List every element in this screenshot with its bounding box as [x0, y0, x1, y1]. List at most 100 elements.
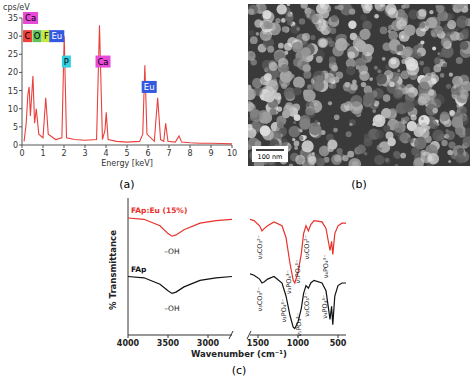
- y-tick: [19, 108, 22, 109]
- sem-grain: [432, 32, 436, 36]
- sem-grain: [313, 122, 318, 127]
- y-tick: [19, 90, 22, 91]
- sem-grain: [369, 77, 373, 81]
- sem-grain: [254, 87, 263, 96]
- sem-grain: [293, 77, 305, 89]
- sem-grain: [357, 145, 366, 154]
- x-tick: [106, 145, 107, 148]
- sem-grain: [275, 18, 280, 23]
- y-tick: [19, 36, 22, 37]
- sem-grain: [445, 129, 448, 132]
- sem-grain: [248, 5, 258, 15]
- band-label: ν₄PO₄³⁻: [322, 254, 330, 278]
- sem-grain: [299, 119, 310, 130]
- sem-grain: [248, 101, 254, 111]
- sem-grain: [432, 130, 444, 142]
- sem-grain: [385, 4, 396, 15]
- sem-grain: [380, 4, 385, 7]
- sem-grain: [449, 14, 455, 20]
- sem-grain: [264, 73, 272, 81]
- sem-image: [248, 4, 470, 166]
- ftir-panel: 400035003000FAp:Eu (15%)FAp–OH–OH% Trans…: [108, 198, 347, 377]
- sem-grain: [250, 36, 258, 44]
- element-label-box: [23, 30, 32, 42]
- sem-grain: [361, 82, 366, 87]
- axis-break: [229, 331, 233, 339]
- x-tick-label: 9: [208, 149, 213, 158]
- sem-grain: [418, 96, 427, 105]
- y-tick-label: 5: [13, 123, 18, 132]
- sem-grain: [279, 76, 290, 87]
- sem-grain: [310, 35, 315, 40]
- sem-grain: [457, 148, 464, 155]
- sem-grain: [360, 14, 367, 21]
- x-tick: [232, 145, 233, 148]
- sem-grain: [421, 152, 433, 164]
- x-tick-label: 3000: [197, 339, 220, 348]
- sem-grain: [381, 108, 391, 118]
- sem-grain: [407, 137, 413, 143]
- y-tick-label: 35: [8, 14, 18, 23]
- x-tick: [258, 335, 259, 338]
- sem-grain: [352, 80, 357, 85]
- sem-grain: [400, 21, 403, 24]
- sem-grain: [327, 140, 337, 150]
- band-label: ν₄PO₄³⁻: [321, 295, 329, 319]
- sem-grain: [313, 80, 324, 91]
- sem-grain: [337, 148, 343, 154]
- sem-grain: [440, 73, 445, 78]
- sem-grain: [346, 131, 352, 137]
- x-tick-label: 3: [82, 149, 87, 158]
- y-tick: [19, 126, 22, 127]
- sem-grain: [320, 4, 324, 8]
- band-label: ν₂CO₃²⁻: [303, 292, 311, 317]
- sem-grain: [413, 100, 419, 106]
- sem-grain: [289, 164, 294, 166]
- x-tick-label: 0: [19, 149, 24, 158]
- sem-grain: [248, 85, 252, 90]
- sem-grain: [389, 82, 395, 88]
- sem-grain: [380, 26, 388, 34]
- plot-area: [128, 218, 232, 293]
- x-tick: [64, 145, 65, 148]
- element-label: Eu: [144, 82, 155, 92]
- band-label: ν₂CO₃²⁻: [303, 235, 311, 260]
- spectrum-line: [128, 277, 232, 294]
- panel-label: (b): [351, 178, 367, 191]
- plot-area: [24, 25, 232, 144]
- sem-grain: [359, 29, 370, 40]
- sem-grain: [310, 15, 318, 23]
- sem-grain: [346, 43, 349, 46]
- y-tick-label: 0: [13, 141, 18, 150]
- sem-grain: [292, 138, 295, 141]
- x-tick-label: 1000: [287, 339, 310, 348]
- sem-grain: [434, 94, 445, 105]
- sem-grain: [415, 52, 422, 59]
- sem-grain: [432, 47, 436, 51]
- sem-grain: [320, 9, 329, 18]
- element-label-box: [23, 12, 38, 24]
- sem-grain: [449, 110, 455, 116]
- sem-grain: [375, 4, 386, 12]
- sem-grain: [282, 110, 290, 118]
- sem-grain: [288, 145, 292, 149]
- sem-grain: [379, 145, 382, 148]
- sem-grain: [448, 160, 451, 163]
- sem-grain: [278, 96, 282, 100]
- sem-grain: [315, 24, 319, 28]
- sem-grain: [411, 114, 417, 120]
- sem-grain: [401, 5, 405, 9]
- sem-grain: [349, 158, 362, 166]
- x-tick-label: 6: [145, 149, 150, 158]
- sem-grain: [324, 73, 334, 83]
- sem-grain: [460, 41, 469, 50]
- element-label-box: [33, 30, 42, 42]
- background: [0, 0, 474, 378]
- sem-grain: [349, 8, 355, 14]
- sem-grain: [293, 87, 301, 95]
- sem-grain: [316, 56, 323, 63]
- sem-grain: [447, 150, 453, 156]
- x-tick-label: 1: [40, 149, 45, 158]
- sem-grain: [436, 135, 442, 141]
- sem-grain: [248, 51, 256, 61]
